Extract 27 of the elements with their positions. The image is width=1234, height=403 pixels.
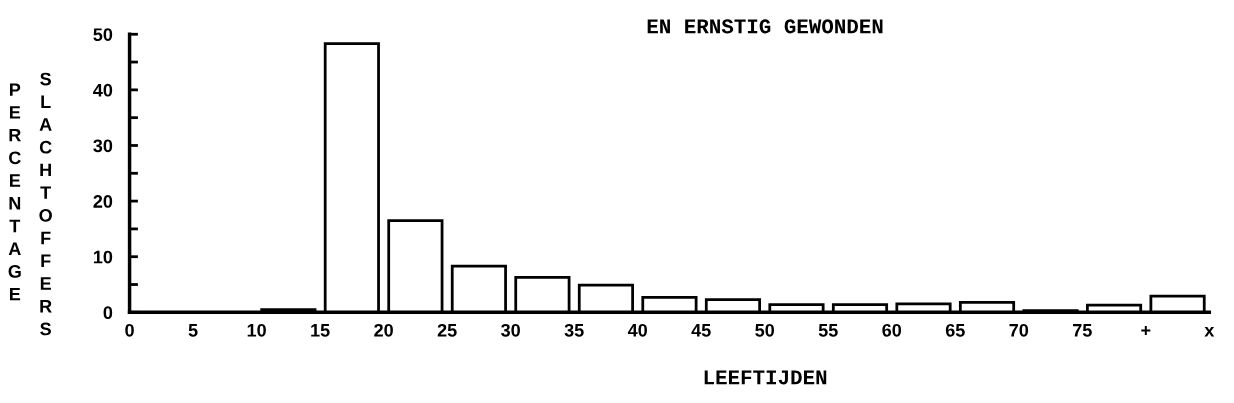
x-tick-label: 5 (188, 324, 198, 337)
x-tick-label: 45 (691, 324, 711, 337)
x-tick-label: 55 (818, 324, 838, 337)
x-tick-label: 50 (755, 323, 775, 337)
x-tick-label: 35 (564, 323, 584, 337)
x-tick-label: 40 (627, 323, 647, 337)
chart-title: EN ERNSTIG GEWONDEN (647, 19, 883, 34)
y-tick-label: 10 (93, 250, 113, 264)
x-tick-label: 25 (437, 323, 457, 337)
x-tick-label: 65 (945, 323, 965, 337)
y-tick-label: 40 (93, 83, 113, 97)
x-tick-label: 15 (311, 324, 330, 337)
x-tick-label: x (1204, 326, 1215, 337)
x-tick-label: 0 (125, 323, 134, 337)
x-tick-label: 30 (501, 323, 520, 337)
x-tick-label: 10 (247, 323, 266, 337)
x-tick-label: + (1141, 325, 1151, 336)
x-tick-label: 70 (1009, 323, 1029, 337)
y-tick-label: 30 (93, 139, 113, 153)
x-tick-label: 75 (1073, 324, 1092, 337)
x-tick-label: 60 (882, 323, 902, 337)
y-tick-label: 20 (93, 195, 113, 208)
y-tick-label: 0 (103, 306, 113, 320)
y-tick-label: 50 (93, 28, 113, 41)
x-axis-title: LEEFTIJDEN (704, 370, 827, 385)
x-tick-label: 20 (374, 323, 393, 337)
text: PERCENTAGE SLACHTOFFERS (8, 72, 52, 336)
